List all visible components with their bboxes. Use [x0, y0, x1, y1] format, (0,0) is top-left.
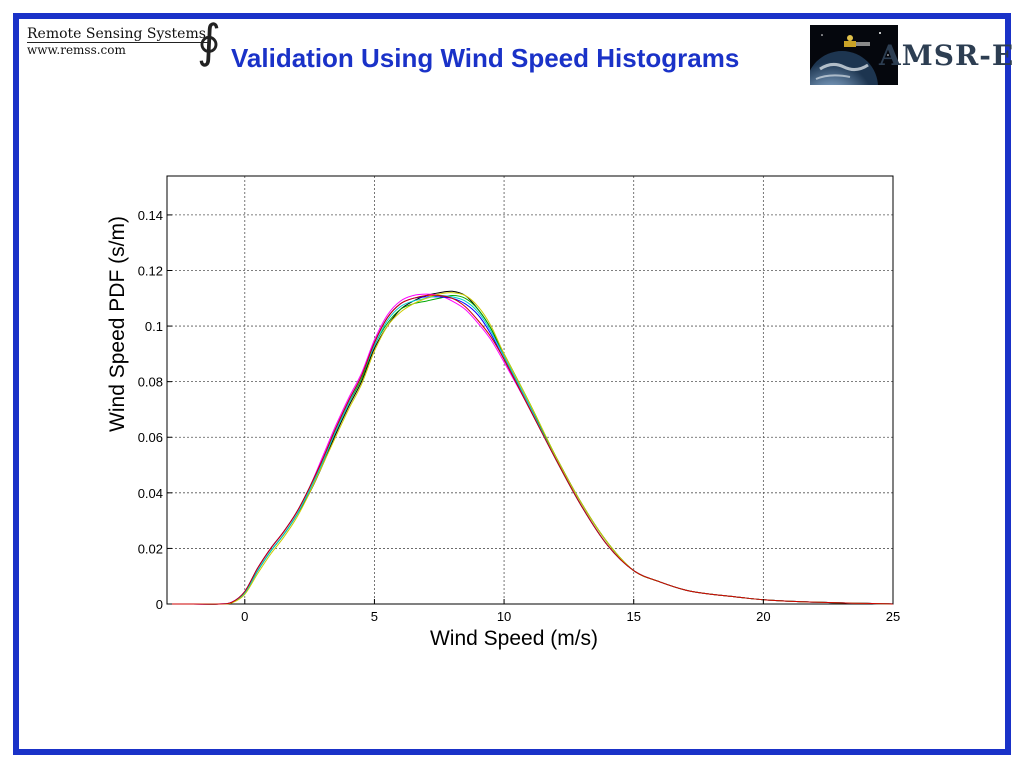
- x-tick-label: 5: [371, 609, 378, 624]
- y-axis-label: Wind Speed PDF (s/m): [106, 216, 129, 432]
- y-tick-label: 0.14: [138, 208, 163, 223]
- brand-block: Remote Sensing Systems www.remss.com: [27, 26, 210, 58]
- series-line: [167, 292, 894, 605]
- slide-title: Validation Using Wind Speed Histograms: [231, 43, 740, 73]
- series-line: [167, 293, 894, 605]
- series-line: [167, 296, 894, 605]
- series-layer: [167, 290, 894, 605]
- y-tick-label: 0.08: [138, 375, 163, 390]
- brand-name: Remote Sensing Systems: [27, 26, 210, 43]
- y-tick-label: 0.06: [138, 430, 163, 445]
- series-line: [167, 294, 894, 605]
- y-tick-label: 0.02: [138, 541, 163, 556]
- brand-url: www.remss.com: [27, 43, 126, 57]
- y-tick-label: 0.04: [138, 486, 163, 501]
- y-tick-label: 0.12: [138, 263, 163, 278]
- series-line: [167, 290, 894, 605]
- y-tick-label: 0: [156, 597, 163, 612]
- y-tick-label: 0.1: [145, 319, 163, 334]
- logo-text: AMSR-E: [879, 39, 1015, 72]
- x-axis-label: Wind Speed (m/s): [430, 627, 598, 650]
- grid-layer: [167, 176, 893, 604]
- x-tick-label: 0: [241, 609, 248, 624]
- tick-layer: 0 5 10 15 20 25 0 0.02 0.04 0.06 0.08 0.1 0.12 0.14: [138, 208, 901, 624]
- x-tick-label: 25: [886, 609, 900, 624]
- series-line: [167, 294, 894, 605]
- x-tick-label: 20: [756, 609, 770, 624]
- plot-area: [166, 175, 894, 605]
- series-line: [167, 294, 894, 605]
- integral-icon: ∮: [197, 14, 221, 68]
- slide-frame: [13, 13, 1011, 755]
- amsr-e-logo: [810, 25, 990, 85]
- x-tick-label: 10: [497, 609, 511, 624]
- x-tick-label: 15: [626, 609, 640, 624]
